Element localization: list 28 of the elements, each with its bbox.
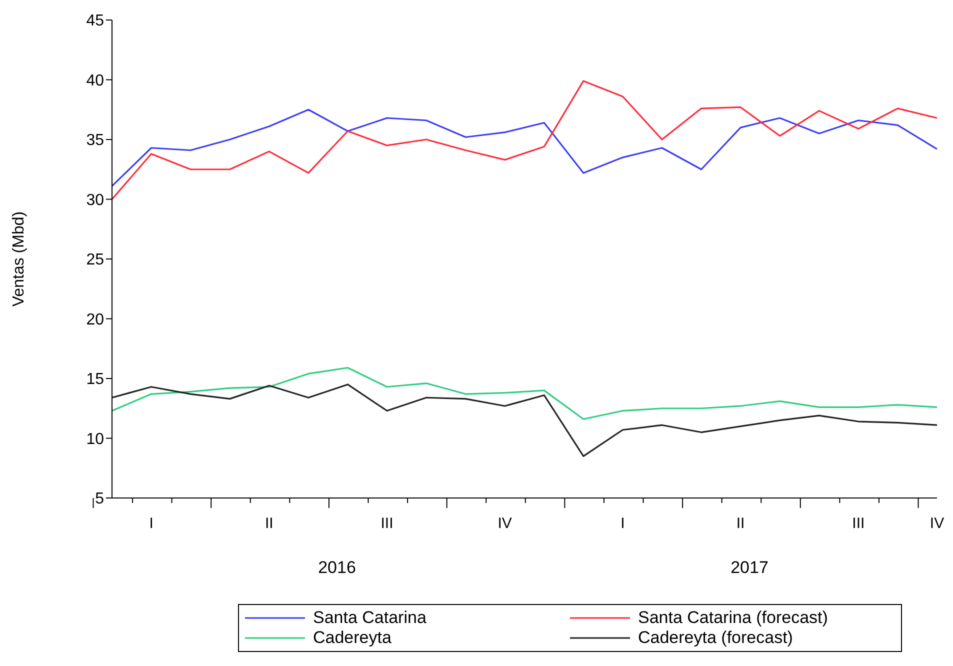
y-axis-title: Ventas (Mbd)	[10, 211, 28, 307]
legend-label: Cadereyta	[313, 628, 392, 648]
line-series	[111, 108, 938, 187]
x-tick-label: III	[852, 515, 865, 532]
x-tick-label: IV	[930, 515, 944, 532]
text: 2016	[317, 558, 357, 578]
line-series	[111, 80, 938, 200]
y-tick-label: 35	[86, 132, 104, 150]
y-tick-label: 30	[86, 192, 104, 209]
y-tick-label: 10	[86, 430, 104, 448]
y-tick-label: 25	[86, 252, 104, 269]
y-tick-label: 15	[86, 371, 104, 388]
x-tick-label: IV	[498, 515, 512, 532]
x-tick-label: I	[149, 515, 154, 532]
legend-label: Santa Catarina (forecast)	[638, 608, 828, 628]
y-tick-label: 45	[86, 12, 104, 30]
x-tick-label: II	[736, 515, 745, 532]
y-tick-label: 5	[95, 490, 104, 508]
legend-label: Cadereyta (forecast)	[638, 628, 793, 648]
y-tick-label: 20	[86, 311, 104, 328]
y-tick-label: 40	[86, 72, 104, 90]
x-tick-label: I	[620, 515, 625, 532]
legend-label: Santa Catarina	[313, 608, 426, 628]
x-tick-label: II	[264, 515, 274, 532]
x-tick-label: III	[380, 515, 394, 532]
text: 2017	[730, 558, 770, 578]
line-series	[111, 384, 938, 457]
line-series	[111, 366, 938, 420]
